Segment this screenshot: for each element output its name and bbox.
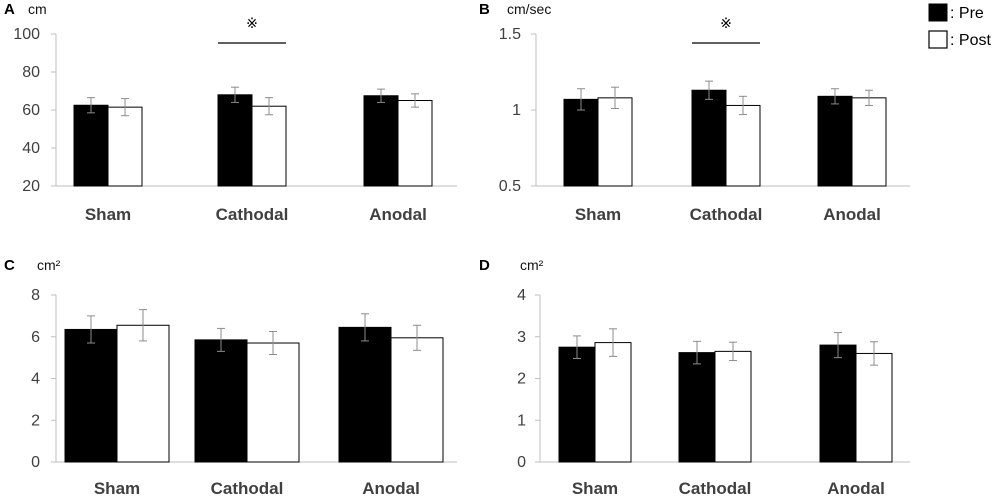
- x-category-label: Cathodal: [216, 205, 289, 224]
- y-tick-label: 40: [22, 140, 40, 157]
- panel-letter: A: [4, 1, 15, 18]
- y-unit-label: cm: [28, 1, 47, 17]
- panel-letter: C: [4, 257, 15, 274]
- y-tick-label: 8: [31, 287, 40, 304]
- bar-pre-cathodal: [217, 94, 253, 187]
- y-tick-label: 4: [517, 287, 526, 304]
- bar-post-anodal: [390, 337, 444, 463]
- bar-post-cathodal: [714, 350, 752, 463]
- y-tick-label: 20: [22, 178, 40, 195]
- y-tick-label: 2: [517, 371, 526, 388]
- bar-pre-sham: [64, 328, 118, 463]
- y-tick-label: 60: [22, 102, 40, 119]
- bar-post-cathodal: [251, 105, 287, 187]
- y-tick-label: 100: [13, 26, 40, 43]
- bar-post-sham: [116, 324, 170, 463]
- bar-pre-cathodal: [194, 339, 248, 463]
- y-tick-label: 80: [22, 64, 40, 81]
- panel-letter: B: [479, 1, 490, 18]
- bar-pre-sham: [73, 104, 109, 187]
- legend-post-swatch: [928, 30, 948, 49]
- bar-pre-sham: [558, 346, 596, 463]
- legend-pre-swatch: [928, 3, 948, 22]
- bar-post-anodal: [855, 352, 893, 463]
- y-tick-label: 0.5: [499, 178, 521, 195]
- significance-marker: ※: [720, 15, 732, 31]
- y-tick-label: 3: [517, 329, 526, 346]
- x-category-label: Anodal: [362, 479, 420, 498]
- y-tick-label: 0: [517, 454, 526, 471]
- y-tick-label: 1: [517, 412, 526, 429]
- y-tick-label: 1.5: [499, 26, 521, 43]
- bar-post-anodal: [397, 100, 433, 187]
- bar-post-anodal: [851, 97, 887, 187]
- bar-pre-anodal: [819, 344, 857, 463]
- bar-post-sham: [597, 97, 633, 187]
- x-category-label: Cathodal: [679, 479, 752, 498]
- significance-marker: ※: [246, 15, 258, 31]
- x-category-label: Sham: [85, 205, 131, 224]
- bar-pre-sham: [563, 98, 599, 187]
- y-tick-label: 1: [512, 102, 521, 119]
- legend-post-label: : Post: [950, 32, 991, 49]
- y-unit-label: cm/sec: [507, 1, 551, 17]
- y-unit-label: cm²: [37, 257, 61, 273]
- x-category-label: Sham: [94, 479, 140, 498]
- legend: : Pre : Post: [928, 3, 991, 49]
- bar-post-cathodal: [246, 342, 300, 463]
- bar-pre-cathodal: [691, 89, 727, 187]
- y-tick-label: 0: [31, 454, 40, 471]
- legend-pre-label: : Pre: [950, 5, 984, 22]
- x-category-label: Anodal: [827, 479, 885, 498]
- bar-pre-cathodal: [678, 352, 716, 463]
- x-category-label: Sham: [572, 479, 618, 498]
- bar-pre-anodal: [817, 95, 853, 187]
- y-tick-label: 6: [31, 329, 40, 346]
- bar-post-sham: [107, 106, 143, 187]
- x-category-label: Cathodal: [690, 205, 763, 224]
- panel-letter: D: [479, 257, 490, 274]
- y-unit-label: cm²: [520, 257, 544, 273]
- bar-pre-anodal: [363, 95, 399, 187]
- y-tick-label: 2: [31, 412, 40, 429]
- x-category-label: Cathodal: [211, 479, 284, 498]
- bar-pre-anodal: [338, 326, 392, 463]
- y-tick-label: 4: [31, 371, 40, 388]
- x-category-label: Anodal: [369, 205, 427, 224]
- x-category-label: Sham: [575, 205, 621, 224]
- bar-post-sham: [594, 342, 632, 463]
- x-category-label: Anodal: [823, 205, 881, 224]
- bar-post-cathodal: [725, 104, 761, 187]
